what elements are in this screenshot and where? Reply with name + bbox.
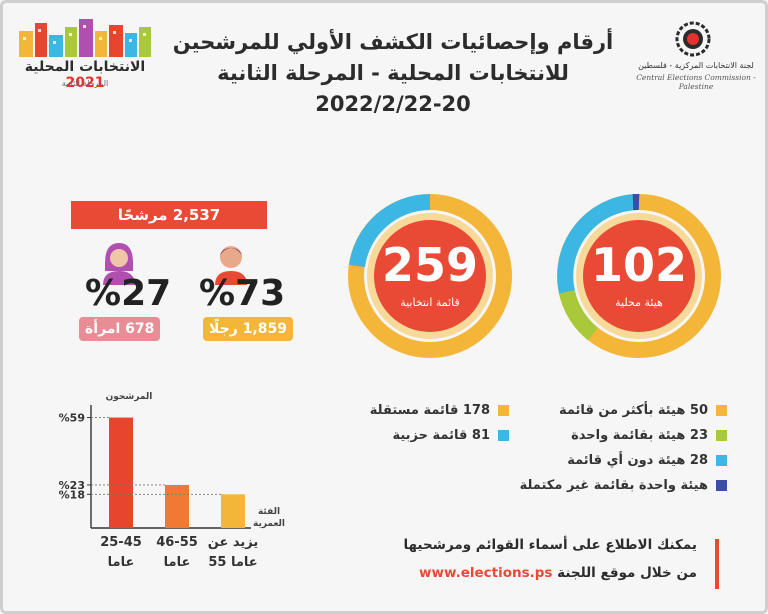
legend-swatch-blue: [498, 429, 509, 441]
legend-swatch-green: [716, 429, 727, 441]
legend-text: 28 هيئة دون أي قائمة: [567, 452, 708, 468]
councils-legend-item: 23 هيئة بقائمة واحدة: [571, 426, 727, 444]
legend-swatch-blue: [716, 454, 727, 466]
women-count-pill: 678 امرأة: [79, 317, 161, 341]
y-tick-label: %59: [59, 412, 85, 425]
x-axis-label-line2: العمرية: [253, 519, 285, 529]
category-label: يزيد عن: [208, 535, 258, 550]
age-bar: [165, 484, 189, 528]
local-elections-title: الانتخابات المحلية 2021: [15, 59, 155, 91]
age-bar: [221, 494, 245, 528]
cec-arabic-name: لجنة الانتخابات المركزية - فلسطين: [638, 61, 754, 70]
logo-phase: المرحلة الثانية: [61, 79, 109, 88]
info-prefix: من خلال موقع اللجنة: [557, 565, 697, 581]
cec-logo-block: لجنة الانتخابات المركزية - فلسطين Centra…: [631, 21, 761, 91]
lists-count: 259: [381, 238, 479, 292]
legend-text: 178 قائمة مستقلة: [369, 402, 490, 418]
elections-website-link[interactable]: www.elections.ps: [419, 565, 553, 581]
category-label: عاما: [164, 555, 191, 570]
men-count-pill: 1,859 رجلًا: [203, 317, 293, 341]
age-group-chart: المرشحون الفئة العمرية %59 25-45 عاما %23 46-55…: [59, 392, 285, 570]
y-axis-label: المرشحون: [106, 392, 153, 402]
category-label: 55 عاما: [208, 555, 257, 570]
councils-ring: 102 هيئة محلية: [555, 192, 723, 360]
legend-text: 81 قائمة حزبية: [392, 427, 490, 443]
legend-swatch-navy: [716, 479, 727, 491]
page-title: أرقام وإحصائيات الكشف الأولي للمرشحين لل…: [163, 27, 623, 120]
women-percentage: %27: [85, 273, 172, 314]
y-tick-label: %23: [59, 479, 85, 492]
title-line-1: أرقام وإحصائيات الكشف الأولي للمرشحين: [172, 30, 614, 54]
lists-donut-icon: [348, 194, 512, 358]
woman-icon: [103, 243, 135, 285]
logo-year: 2021: [65, 75, 105, 91]
legend-text: 23 هيئة بقائمة واحدة: [571, 427, 708, 443]
title-line-2: للانتخابات المحلية - المرحلة الثانية: [217, 61, 569, 85]
lists-legend: 178 قائمة مستقلة 81 قائمة حزبية: [349, 401, 509, 444]
men-percentage: %73: [199, 273, 286, 314]
man-icon: [215, 246, 247, 285]
legend-swatch-yellow: [498, 404, 509, 416]
councils-label: هيئة محلية: [615, 296, 663, 309]
age-bar: [109, 417, 133, 528]
category-label: 46-55: [156, 535, 198, 550]
cec-english-name: Central Elections Commission - Palestine: [636, 73, 756, 91]
legend-swatch-yellow: [716, 404, 727, 416]
lists-legend-item: 81 قائمة حزبية: [392, 426, 509, 444]
title-line-3: 2022/2/22-20: [315, 92, 471, 116]
cec-emblem-icon: [675, 21, 711, 57]
x-axis-label-line1: الفئة: [258, 507, 280, 517]
lists-legend-item: 178 قائمة مستقلة: [370, 401, 509, 419]
website-info: يمكنك الاطلاع على أسماء القوائم ومرشحيها…: [351, 529, 719, 595]
lists-ring: 259 قائمة انتخابية: [346, 192, 514, 360]
councils-legend-item: هيئة واحدة بقائمة غير مكتملة: [520, 476, 727, 494]
info-text-line1: يمكنك الاطلاع على أسماء القوائم ومرشحيها: [403, 537, 697, 553]
y-tick-label: %18: [59, 488, 85, 501]
local-elections-logo: الانتخابات المحلية 2021 المرحلة الثانية: [15, 17, 155, 97]
councils-legend-item: 28 هيئة دون أي قائمة: [567, 451, 727, 469]
councils-count: 102: [590, 238, 688, 292]
councils-legend: 50 هيئة بأكثر من قائمة 23 هيئة بقائمة وا…: [507, 401, 727, 501]
total-candidates-banner: 2,537 مرشحًا: [71, 201, 267, 229]
info-text-line2: من خلال موقع اللجنة www.elections.ps: [419, 565, 697, 581]
legend-text: 50 هيئة بأكثر من قائمة: [558, 402, 708, 418]
councils-donut-icon: [557, 193, 721, 358]
legend-text: هيئة واحدة بقائمة غير مكتملة: [519, 477, 708, 493]
category-label: عاما: [108, 555, 135, 570]
info-accent-bar: [715, 539, 719, 589]
logo-title-text: الانتخابات المحلية: [24, 59, 146, 75]
category-label: 25-45: [100, 535, 142, 550]
city-skyline-icon: [19, 19, 151, 57]
councils-legend-item: 50 هيئة بأكثر من قائمة: [559, 401, 727, 419]
lists-label: قائمة انتخابية: [400, 296, 460, 309]
